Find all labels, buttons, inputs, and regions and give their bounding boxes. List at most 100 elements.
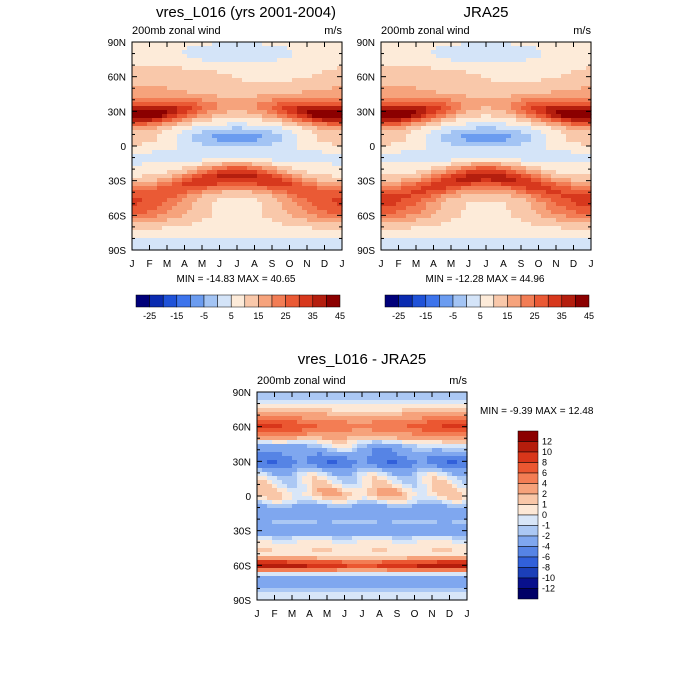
- field-cell: [262, 126, 268, 131]
- field-cell: [526, 102, 532, 107]
- x-tick-label: J: [217, 259, 222, 270]
- field-cell: [556, 230, 562, 235]
- field-cell: [556, 154, 562, 159]
- field-cell: [247, 238, 253, 243]
- field-cell: [147, 146, 153, 151]
- field-cell: [287, 572, 293, 577]
- field-cell: [456, 146, 462, 151]
- field-cell: [142, 142, 148, 147]
- field-cell: [556, 186, 562, 191]
- field-cell: [332, 90, 338, 95]
- field-cell: [237, 118, 243, 123]
- field-cell: [212, 206, 218, 211]
- field-cell: [297, 186, 303, 191]
- field-cell: [461, 190, 467, 195]
- field-cell: [267, 158, 273, 163]
- field-cell: [277, 488, 283, 493]
- field-cell: [297, 238, 303, 243]
- field-cell: [132, 138, 138, 143]
- field-cell: [277, 154, 283, 159]
- field-cell: [267, 532, 273, 537]
- field-cell: [277, 166, 283, 171]
- field-cell: [521, 166, 527, 171]
- field-cell: [466, 234, 472, 239]
- field-cell: [571, 142, 577, 147]
- field-cell: [177, 138, 183, 143]
- field-cell: [272, 544, 278, 549]
- field-cell: [526, 174, 532, 179]
- field-cell: [541, 58, 547, 63]
- field-cell: [476, 238, 482, 243]
- field-cell: [247, 74, 253, 79]
- field-cell: [391, 62, 397, 67]
- field-cell: [182, 222, 188, 227]
- field-cell: [436, 162, 442, 167]
- field-cell: [142, 102, 148, 107]
- field-cell: [267, 484, 273, 489]
- field-cell: [416, 246, 422, 251]
- field-cell: [257, 536, 263, 541]
- field-cell: [546, 214, 552, 219]
- field-cell: [531, 74, 537, 79]
- field-cell: [327, 122, 333, 127]
- field-cell: [441, 102, 447, 107]
- field-cell: [202, 146, 208, 151]
- field-cell: [441, 50, 447, 55]
- field-cell: [142, 70, 148, 75]
- field-cell: [521, 78, 527, 83]
- field-cell: [536, 194, 542, 199]
- field-cell: [576, 166, 582, 171]
- field-cell: [142, 50, 148, 55]
- field-cell: [257, 198, 263, 203]
- field-cell: [207, 234, 213, 239]
- field-cell: [187, 78, 193, 83]
- field-cell: [556, 102, 562, 107]
- field-cell: [187, 126, 193, 131]
- field-cell: [237, 226, 243, 231]
- field-cell: [536, 154, 542, 159]
- field-cell: [391, 214, 397, 219]
- field-cell: [501, 62, 507, 67]
- field-cell: [287, 86, 293, 91]
- field-cell: [496, 206, 502, 211]
- field-cell: [192, 118, 198, 123]
- field-cell: [566, 50, 572, 55]
- field-cell: [406, 98, 412, 103]
- field-cell: [287, 234, 293, 239]
- field-cell: [431, 206, 437, 211]
- field-cell: [272, 496, 278, 501]
- field-cell: [551, 138, 557, 143]
- field-cell: [287, 440, 293, 445]
- field-cell: [267, 210, 273, 215]
- field-cell: [297, 142, 303, 147]
- field-cell: [586, 218, 592, 223]
- field-cell: [242, 230, 248, 235]
- field-cell: [197, 174, 203, 179]
- field-cell: [536, 46, 542, 51]
- field-cell: [192, 214, 198, 219]
- field-cell: [581, 210, 587, 215]
- field-cell: [551, 166, 557, 171]
- field-cell: [277, 400, 283, 405]
- field-cell: [307, 226, 313, 231]
- field-cell: [202, 202, 208, 207]
- field-cell: [312, 190, 318, 195]
- field-cell: [506, 226, 512, 231]
- field-cell: [471, 90, 477, 95]
- field-cell: [287, 592, 293, 597]
- field-cell: [526, 198, 532, 203]
- field-cell: [147, 158, 153, 163]
- field-cell: [292, 444, 298, 449]
- field-cell: [496, 74, 502, 79]
- field-cell: [332, 162, 338, 167]
- field-cell: [272, 186, 278, 191]
- field-cell: [461, 134, 467, 139]
- field-cell: [546, 230, 552, 235]
- field-cell: [312, 150, 318, 155]
- field-cell: [257, 110, 263, 115]
- field-cell: [541, 162, 547, 167]
- field-cell: [177, 70, 183, 75]
- field-cell: [546, 66, 552, 71]
- field-cell: [212, 226, 218, 231]
- field-cell: [571, 214, 577, 219]
